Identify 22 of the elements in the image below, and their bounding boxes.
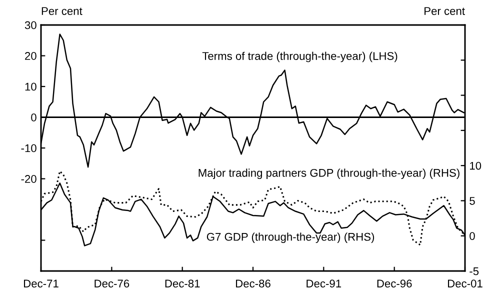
y2-tick-label: 10 [470, 162, 482, 170]
y2-axis-title: Per cent [424, 7, 465, 15]
y-tick-label: -10 [21, 144, 36, 152]
x-tick-label: Dec-71 [24, 280, 58, 288]
series-label: Terms of trade (through-the-year) (LHS) [202, 52, 398, 62]
y-tick-label: 10 [25, 82, 36, 91]
y-tick-label: 0 [31, 114, 36, 122]
y-tick-label: 20 [25, 52, 36, 60]
x-tick-label: Dec-91 [306, 280, 342, 288]
y2-tick-label: 5 [470, 197, 475, 205]
x-tick-label: Dec-81 [165, 280, 200, 288]
x-tick-label: Dec-96 [377, 280, 412, 288]
x-tick-label: Dec-86 [236, 280, 270, 288]
x-tick-label: Dec-01 [448, 280, 482, 288]
y2-tick-label: 0 [470, 232, 475, 240]
y-axis-title: Per cent [42, 7, 82, 15]
series-label: G7 GDP (through-the-year) (RHS) [206, 232, 374, 243]
x-tick-label: Dec-76 [94, 280, 130, 288]
y-tick-label: -20 [21, 175, 36, 183]
y2-tick-label: -5 [470, 267, 479, 276]
y-tick-label: 30 [24, 21, 36, 30]
series-label: Major trading partners GDP (through-the-year) (RHS) [198, 168, 460, 180]
